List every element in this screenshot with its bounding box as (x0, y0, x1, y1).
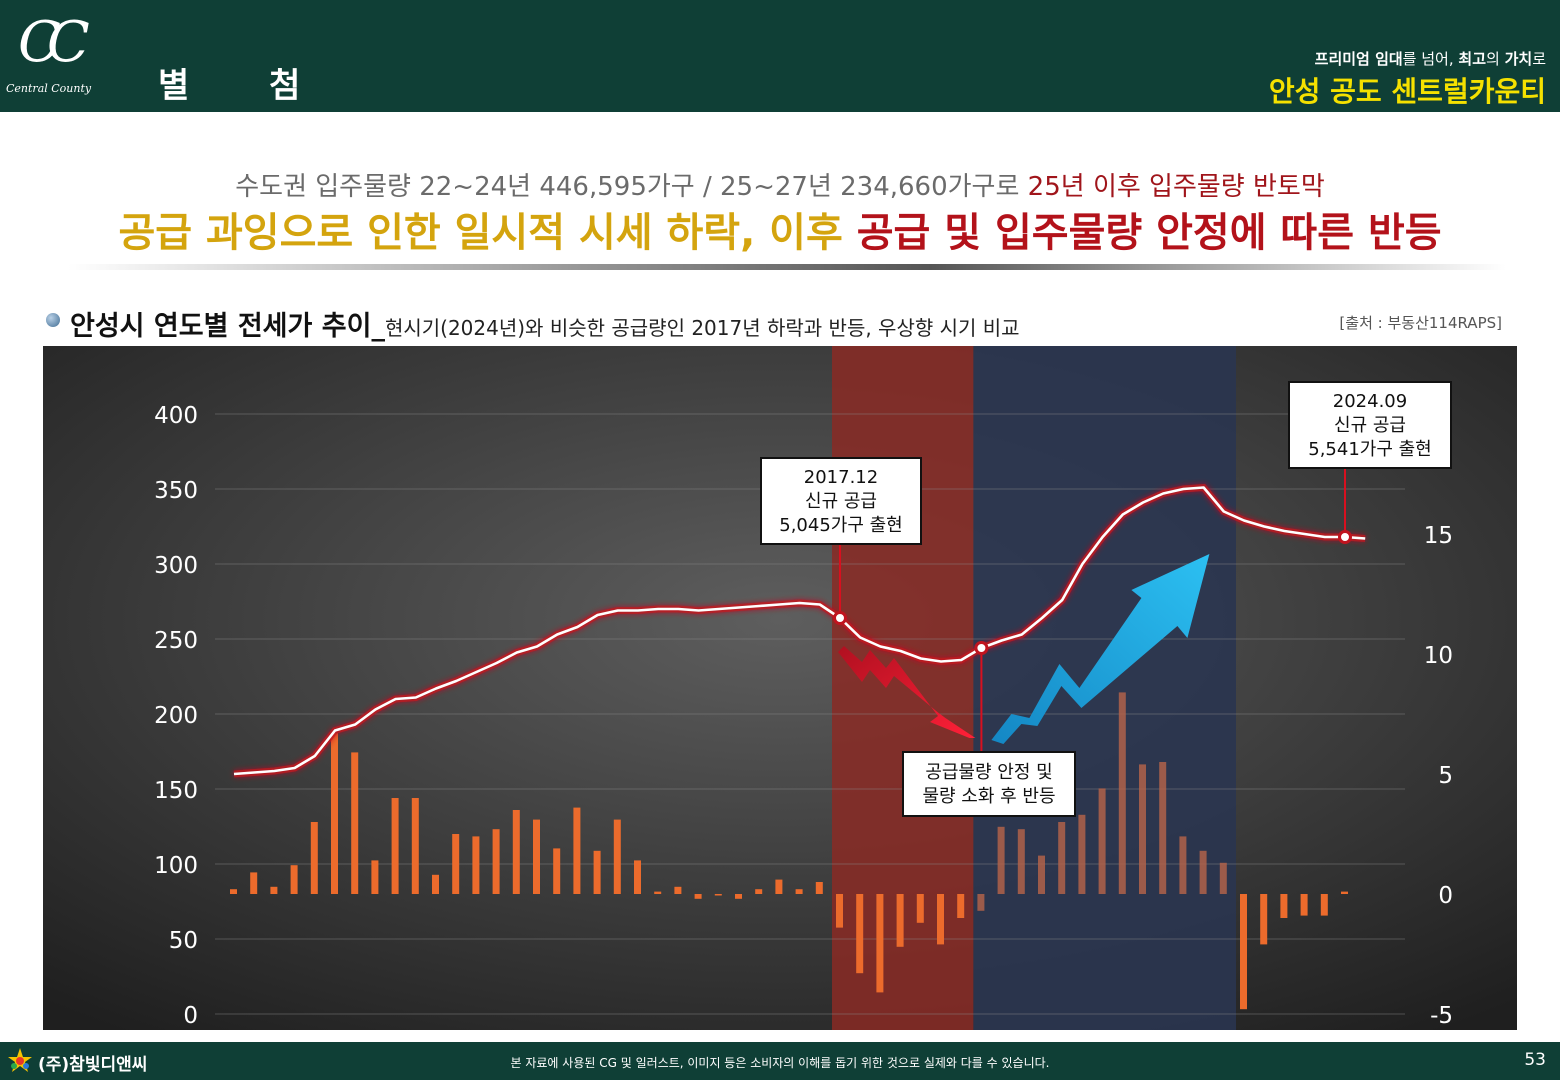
supply-bar (1038, 856, 1045, 894)
right-tick-label: 0 (1438, 883, 1453, 909)
supply-bar (311, 822, 318, 894)
supply-bar (1240, 894, 1247, 1009)
supply-bar (735, 894, 742, 899)
supply-bar (836, 894, 843, 928)
supply-bar (1200, 851, 1207, 894)
callout-text: 물량 소화 후 반등 (922, 786, 1055, 807)
supply-bar (695, 894, 702, 899)
left-tick-label: 100 (154, 853, 198, 879)
headline-line2: 공급 과잉으로 인한 일시적 시세 하락, 이후 공급 및 입주물량 안정에 따… (0, 200, 1560, 258)
footer-disclaimer: 본 자료에 사용된 CG 및 일러스트, 이미지 등은 소비자의 이해를 돕기 … (0, 1054, 1560, 1071)
supply-bar (816, 882, 823, 894)
supply-bar (371, 860, 378, 894)
supply-bar (291, 865, 298, 894)
supply-bar (937, 894, 944, 944)
right-tick-label: 15 (1424, 523, 1453, 549)
supply-bar (1321, 894, 1328, 916)
left-tick-label: 200 (154, 703, 198, 729)
headline-divider (68, 264, 1506, 270)
page-title: 별 첨 (158, 58, 334, 107)
callout-text: 공급물량 안정 및 (925, 762, 1052, 783)
supply-bar (796, 889, 803, 894)
supply-bar (493, 829, 500, 894)
supply-bar (351, 752, 358, 894)
supply-bar (553, 848, 560, 894)
supply-bar (432, 875, 439, 894)
callout-point (1340, 532, 1351, 543)
supply-bar (412, 798, 419, 894)
supply-bar (1139, 764, 1146, 894)
supply-bar (1179, 836, 1186, 894)
supply-bar (917, 894, 924, 923)
supply-bar (1220, 863, 1227, 894)
supply-bar (957, 894, 964, 918)
supply-bar (1119, 692, 1126, 894)
callout-point (976, 643, 987, 654)
supply-bar (1260, 894, 1267, 944)
supply-bar (755, 889, 762, 894)
footer-bar: (주)참빛디앤씨 본 자료에 사용된 CG 및 일러스트, 이미지 등은 소비자… (0, 1042, 1560, 1080)
bullet-icon (46, 313, 60, 327)
headline-line1: 수도권 입주물량 22~24년 446,595가구 / 25~27년 234,6… (0, 166, 1560, 203)
supply-bar (1078, 815, 1085, 894)
supply-bar (230, 889, 237, 894)
section-subtitle: 현시기(2024년)와 비슷한 공급량인 2017년 하락과 반등, 우상향 시… (385, 316, 1020, 340)
supply-bar (392, 798, 399, 894)
supply-bar (513, 810, 520, 894)
logo-text: Central County (6, 82, 116, 95)
supply-bar (775, 880, 782, 894)
header-bar: CC Central County 별 첨 프리미엄 임대를 넘어, 최고의 가… (0, 0, 1560, 112)
supply-bar (856, 894, 863, 973)
brand-tagline: 프리미엄 임대를 넘어, 최고의 가치로 (1315, 48, 1546, 69)
supply-bar (270, 887, 277, 894)
chart-container: 400 350 300 250 200 150 100 50 0 15 10 5 0 -5 2017.1… (43, 346, 1517, 1030)
left-tick-label: 0 (183, 1003, 198, 1029)
right-tick-label: 10 (1424, 643, 1453, 669)
supply-bar (1280, 894, 1287, 918)
left-tick-label: 250 (154, 628, 198, 654)
supply-bar (998, 827, 1005, 894)
callout-text: 2017.12 (804, 467, 878, 488)
callout-text: 5,045가구 출현 (779, 515, 903, 536)
supply-bar (1301, 894, 1308, 916)
supply-bar (674, 887, 681, 894)
supply-bar (614, 820, 621, 894)
supply-bar (1159, 762, 1166, 894)
central-county-logo: CC (18, 8, 98, 78)
supply-bar (897, 894, 904, 947)
right-tick-label: -5 (1430, 1003, 1453, 1029)
section-title: 안성시 연도별 전세가 추이_현시기(2024년)와 비슷한 공급량인 2017… (70, 304, 1020, 343)
callout-point (835, 613, 846, 624)
supply-bar (533, 820, 540, 894)
brand-name: 안성 공도 센트럴카운티 (1269, 70, 1546, 110)
supply-bar (1341, 892, 1348, 894)
left-tick-label: 400 (154, 403, 198, 429)
supply-bar (1018, 829, 1025, 894)
supply-bar (573, 808, 580, 894)
supply-bar (876, 894, 883, 992)
supply-bar (594, 851, 601, 894)
supply-bar (977, 894, 984, 911)
callout-text: 2024.09 (1333, 391, 1407, 412)
callout-text: 5,541가구 출현 (1308, 439, 1432, 460)
left-tick-label: 150 (154, 778, 198, 804)
page-number: 53 (1524, 1050, 1546, 1070)
supply-bar (1058, 822, 1065, 894)
left-tick-label: 50 (169, 928, 198, 954)
supply-bar (331, 733, 338, 894)
supply-bar (634, 860, 641, 894)
source-note: [출처 : 부동산114RAPS] (1339, 312, 1502, 333)
supply-bar (250, 872, 257, 894)
supply-bar (715, 894, 722, 896)
callout-text: 신규 공급 (805, 491, 877, 512)
left-tick-label: 300 (154, 553, 198, 579)
left-tick-label: 350 (154, 478, 198, 504)
right-tick-label: 5 (1438, 763, 1453, 789)
supply-bar (452, 834, 459, 894)
supply-bar (472, 836, 479, 894)
callout-text: 신규 공급 (1334, 415, 1406, 436)
jeonse-trend-chart: 400350300250200150100500 151050-5 2017.1… (43, 346, 1517, 1030)
supply-bar (1099, 788, 1106, 894)
supply-bar (654, 892, 661, 894)
